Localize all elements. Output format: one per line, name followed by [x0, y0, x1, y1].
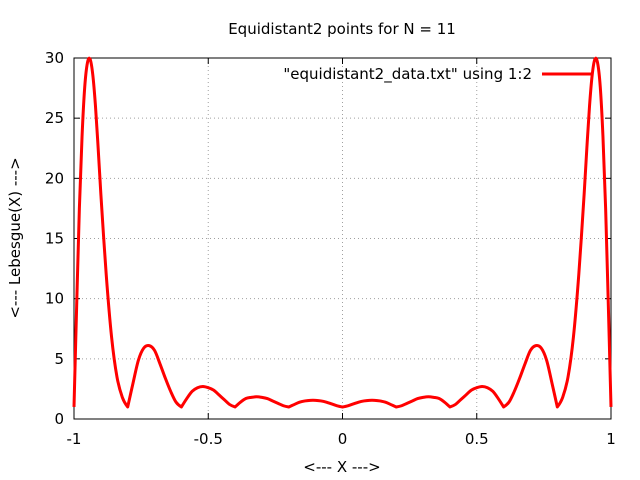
y-tick-label: 10 [45, 290, 64, 308]
y-axis-label: <--- Lebesgue(X) ---> [6, 157, 24, 318]
y-tick-label: 30 [45, 49, 64, 67]
y-tick-label: 5 [54, 350, 64, 368]
x-tick-label: -1 [67, 430, 82, 448]
x-tick-label: -0.5 [194, 430, 223, 448]
legend: "equidistant2_data.txt" using 1:2 [283, 65, 592, 84]
chart-title: Equidistant2 points for N = 11 [228, 20, 456, 38]
x-tick-label: 0 [338, 430, 348, 448]
series-line [72, 56, 613, 409]
y-tick-label: 25 [45, 109, 64, 127]
x-tick-label: 0.5 [465, 430, 489, 448]
y-tick-label: 15 [45, 230, 64, 248]
y-tick-label: 20 [45, 169, 64, 187]
grid [74, 58, 611, 419]
legend-label: "equidistant2_data.txt" using 1:2 [283, 65, 532, 84]
y-tick-labels: 0 5 10 15 20 25 30 [45, 49, 64, 428]
x-axis-label: <--- X ---> [303, 458, 380, 476]
y-tick-label: 0 [54, 410, 64, 428]
x-tick-label: 1 [606, 430, 616, 448]
x-tick-labels: -1 -0.5 0 0.5 1 [67, 430, 616, 448]
